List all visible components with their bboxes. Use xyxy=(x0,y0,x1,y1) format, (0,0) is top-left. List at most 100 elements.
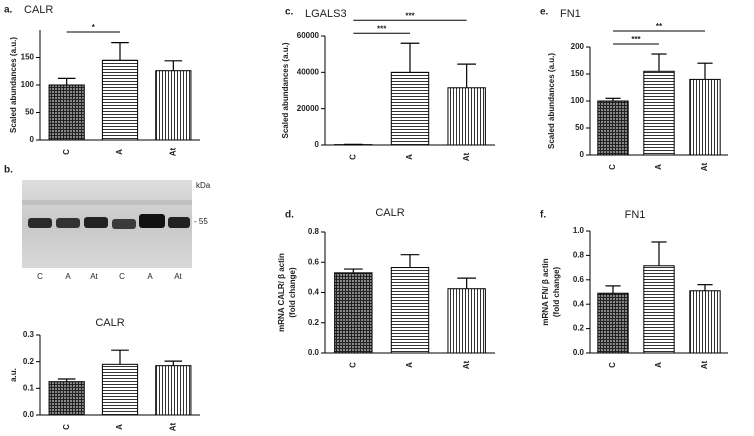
blot-lane-label: C xyxy=(119,272,125,281)
panel-letter: b. xyxy=(4,165,13,176)
y-tick-label: 0.2 xyxy=(308,318,320,327)
bar xyxy=(155,365,192,416)
y-tick-label: 1.0 xyxy=(573,226,585,235)
bar xyxy=(101,59,139,141)
blot-lane-label: A xyxy=(65,272,71,281)
significance-label: *** xyxy=(405,11,415,20)
bar xyxy=(101,363,139,416)
chart-title: CALR xyxy=(375,207,404,219)
bar xyxy=(447,87,486,146)
y-tick-label: 0.4 xyxy=(308,288,320,297)
chart-title: CALR xyxy=(95,317,124,329)
y-axis-label: a.u. xyxy=(9,368,18,382)
significance-label: * xyxy=(92,23,96,32)
panel-letter: c. xyxy=(285,7,294,18)
y-tick-label: 100 xyxy=(21,80,35,89)
bar xyxy=(689,290,721,354)
significance-label: *** xyxy=(377,24,387,33)
y-tick-label: 0.6 xyxy=(573,275,585,284)
bar xyxy=(643,265,675,354)
y-tick-label: 0.2 xyxy=(23,357,35,366)
blot-unit: kDa xyxy=(196,181,211,190)
x-tick-label: A xyxy=(654,164,663,170)
x-tick-label: C xyxy=(608,362,617,368)
blot-lane-label: At xyxy=(90,272,98,281)
bar xyxy=(390,71,430,146)
bar xyxy=(597,100,629,156)
y-tick-label: 0.0 xyxy=(308,348,320,357)
y-tick-label: 20000 xyxy=(297,104,320,113)
chart-title: CALR xyxy=(24,4,53,16)
blot-lane-label: A xyxy=(147,272,153,281)
y-tick-label: 100 xyxy=(571,96,585,105)
panel-letter: d. xyxy=(285,210,294,221)
x-tick-label: A xyxy=(405,362,414,368)
panel-letter: e. xyxy=(540,7,549,18)
chart-title: LGALS3 xyxy=(305,8,347,20)
x-tick-label: At xyxy=(462,152,471,161)
bar xyxy=(48,381,85,416)
bar xyxy=(48,84,85,141)
y-tick-label: 200 xyxy=(571,42,585,51)
blot-lane-label: C xyxy=(37,272,43,281)
y-tick-label: 50 xyxy=(25,108,34,117)
blot: b. kDa - 55 xyxy=(4,165,211,268)
y-tick-label: 40000 xyxy=(297,67,320,76)
bar xyxy=(334,272,373,354)
y-axis-label: Scaled abundances (a.u.) xyxy=(281,42,290,138)
y-tick-label: 50 xyxy=(575,123,584,132)
y-axis-label: Scaled abundances (a.u.) xyxy=(547,53,556,149)
blot-band xyxy=(28,218,52,228)
y-tick-label: 0.0 xyxy=(573,348,585,357)
bar xyxy=(643,70,675,156)
y-axis-label: (fold change) xyxy=(288,267,297,318)
y-axis-label: Scaled abundances (a.u.) xyxy=(9,37,18,133)
x-tick-label: A xyxy=(115,149,124,155)
y-axis-label: (fold change) xyxy=(552,267,561,318)
y-tick-label: 0.0 xyxy=(23,410,35,419)
x-tick-label: At xyxy=(168,422,177,431)
y-axis-label: mRNA CALR/ β actin xyxy=(277,253,286,332)
y-tick-label: 0.2 xyxy=(573,324,585,333)
y-tick-label: 0.8 xyxy=(573,251,585,260)
x-tick-label: A xyxy=(115,424,124,430)
x-tick-label: C xyxy=(62,149,71,155)
blot-band xyxy=(84,217,108,228)
bar xyxy=(155,70,192,141)
y-axis-label: mRNA FN/ β actin xyxy=(541,258,550,325)
y-tick-label: 0.4 xyxy=(573,299,585,308)
x-tick-label: C xyxy=(62,424,71,430)
blot-band xyxy=(168,217,190,228)
y-tick-label: 150 xyxy=(21,53,35,62)
chart-title: FN1 xyxy=(560,8,581,20)
y-tick-label: 0.6 xyxy=(308,257,320,266)
y-tick-label: 0.1 xyxy=(23,383,35,392)
x-tick-label: At xyxy=(168,147,177,156)
bar xyxy=(689,78,721,156)
x-tick-label: At xyxy=(700,162,709,171)
bar xyxy=(390,267,430,354)
blot-band xyxy=(112,219,136,229)
significance-label: *** xyxy=(631,35,641,44)
chart-title: FN1 xyxy=(625,209,646,221)
bar xyxy=(597,292,629,354)
x-tick-label: At xyxy=(700,360,709,369)
x-tick-label: At xyxy=(462,360,471,369)
bar xyxy=(447,288,486,354)
y-tick-label: 0.8 xyxy=(308,227,320,236)
y-tick-label: 150 xyxy=(571,69,585,78)
y-tick-label: 60000 xyxy=(297,31,320,40)
y-tick-label: 0.3 xyxy=(23,330,35,339)
blot-band xyxy=(139,214,165,228)
blot-band xyxy=(56,218,80,228)
x-tick-label: C xyxy=(608,164,617,170)
y-tick-label: 0 xyxy=(315,140,320,149)
x-tick-label: A xyxy=(654,362,663,368)
x-tick-label: A xyxy=(405,154,414,160)
blot-lane-label: At xyxy=(174,272,182,281)
panel-letter: a. xyxy=(4,5,13,16)
significance-label: ** xyxy=(656,22,663,31)
y-tick-label: 0 xyxy=(580,150,585,159)
x-tick-label: C xyxy=(348,154,357,160)
